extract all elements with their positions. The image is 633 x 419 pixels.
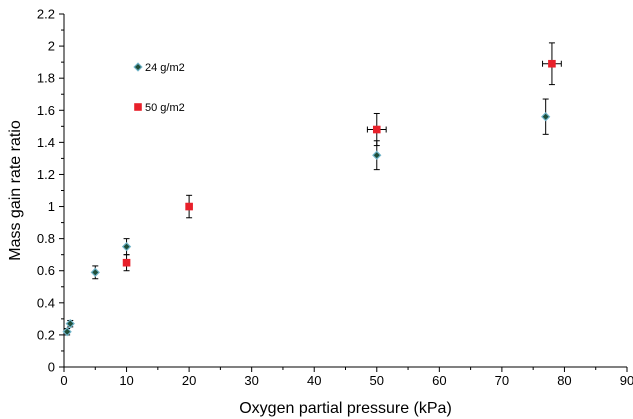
data-point xyxy=(65,319,75,329)
y-tick-label: 0.8 xyxy=(37,231,55,246)
legend-marker xyxy=(134,103,142,111)
x-tick-label: 60 xyxy=(432,373,446,388)
x-tick-label: 80 xyxy=(557,373,571,388)
data-point xyxy=(372,150,382,160)
y-tick-label: 0 xyxy=(48,360,55,375)
y-tick-label: 0.4 xyxy=(37,295,55,310)
legend-marker xyxy=(133,62,143,72)
y-axis-title: Mass gain rate ratio xyxy=(7,120,24,261)
data-point xyxy=(185,202,193,211)
data-point xyxy=(548,59,556,68)
data-marks xyxy=(62,42,562,337)
y-tick-label: 2 xyxy=(48,39,55,54)
y-tick-label: 2.2 xyxy=(37,7,55,22)
x-tick-label: 30 xyxy=(244,373,258,388)
legend-label: 50 g/m2 xyxy=(145,102,185,114)
y-tick-label: 1 xyxy=(48,199,55,214)
x-axis-title: Oxygen partial pressure (kPa) xyxy=(239,400,452,417)
x-tick-label: 40 xyxy=(307,373,321,388)
x-tick-label: 50 xyxy=(370,373,384,388)
data-point xyxy=(90,267,100,277)
series-0 xyxy=(62,98,551,337)
data-point xyxy=(122,258,131,267)
y-tick-label: 1.2 xyxy=(37,167,55,182)
data-point xyxy=(121,242,132,252)
x-tick-label: 20 xyxy=(182,373,196,388)
data-point xyxy=(62,327,72,337)
y-tick-label: 1.8 xyxy=(37,71,55,86)
x-tick-label: 90 xyxy=(620,373,633,388)
y-tick-label: 0.2 xyxy=(37,327,55,342)
legend-label: 24 g/m2 xyxy=(145,62,185,74)
x-tick-label: 70 xyxy=(495,373,509,388)
y-tick-label: 1.6 xyxy=(37,103,55,118)
data-point xyxy=(541,112,551,122)
ticks: 0 10 20 30 40 50 60 70 80 90 0 0.2 0.4 0.6 0.8 1 1.2 1.4 1… xyxy=(37,7,633,389)
x-tick-label: 10 xyxy=(119,373,133,388)
x-tick-label: 0 xyxy=(60,373,67,388)
data-point xyxy=(372,125,381,134)
series-1 xyxy=(122,42,562,272)
y-tick-label: 0.6 xyxy=(37,263,55,278)
y-tick-label: 1.4 xyxy=(37,135,55,150)
legend: 24 g/m2 50 g/m2 xyxy=(133,62,185,114)
